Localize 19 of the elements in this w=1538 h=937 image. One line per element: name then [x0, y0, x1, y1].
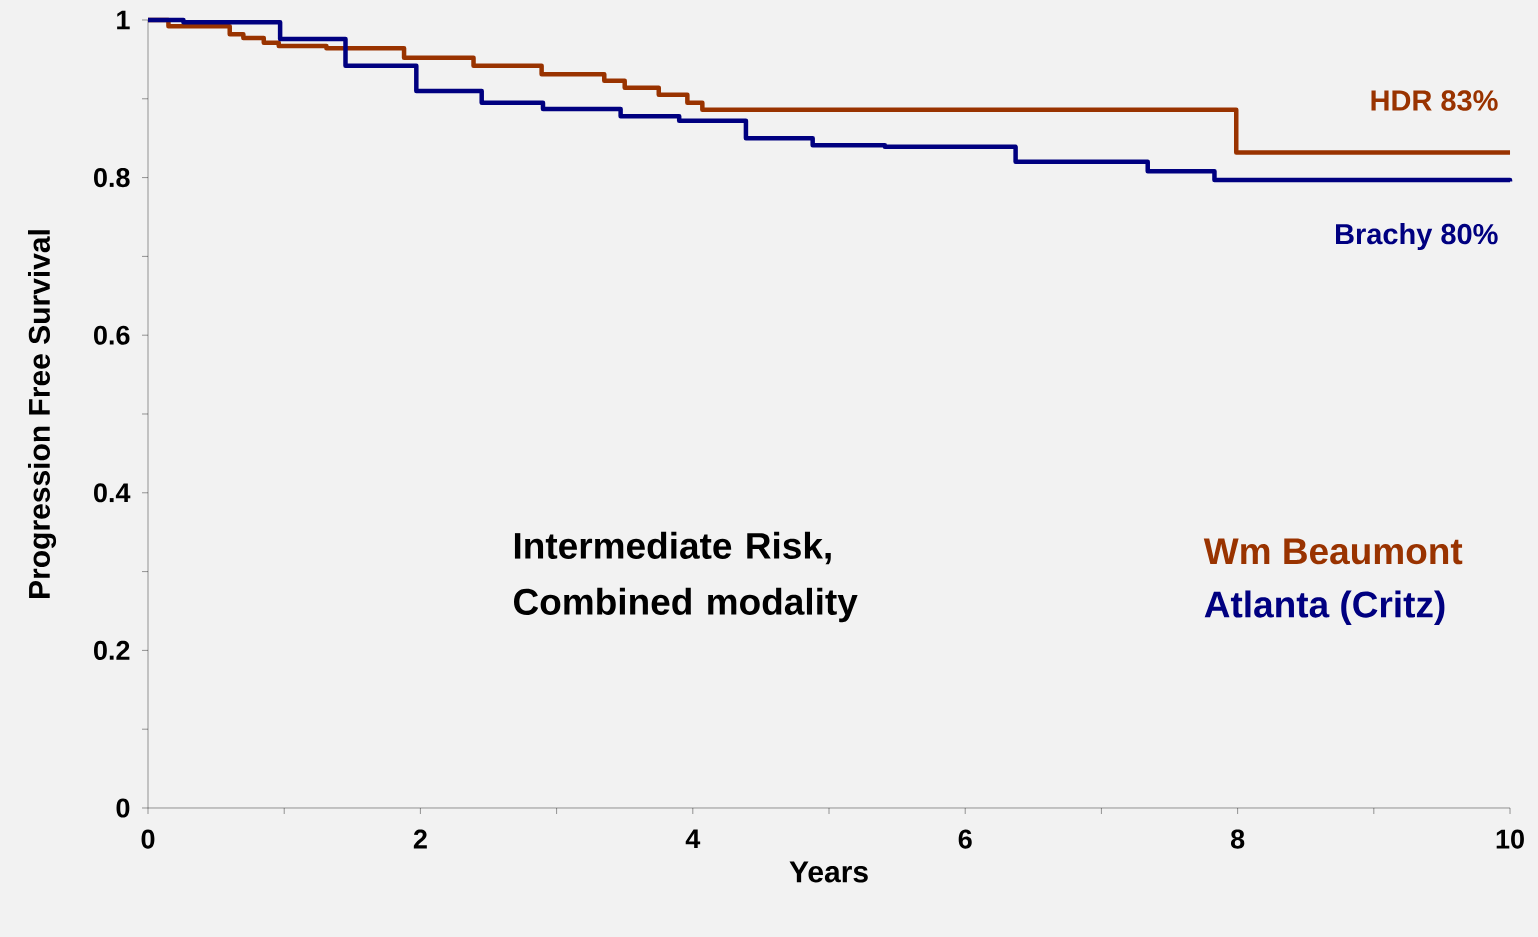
y-tick-label: 1	[117, 10, 130, 30]
y-axis-title: Progression Free Survival	[27, 230, 57, 598]
text: Wm Beaumont	[1203, 538, 1463, 565]
x-axis-title: Years	[789, 861, 868, 883]
annotation: Intermediate Risk, Combined modality	[513, 531, 858, 623]
annotation: Brachy 80%	[1336, 223, 1498, 251]
y-tick-label: 0	[116, 798, 130, 818]
x-tick-label: 2	[413, 829, 427, 849]
text: Atlanta (Critz)	[1204, 590, 1445, 625]
x-tick-label: 8	[1230, 829, 1245, 849]
y-tick-label: 0.4	[94, 483, 131, 503]
y-tick-label: 0.8	[94, 168, 130, 188]
x-tick-label: 10	[1496, 829, 1524, 849]
y-tick-label: 0.2	[94, 640, 130, 660]
x-tick-label: 6	[958, 829, 972, 849]
x-tick-label: 0	[141, 829, 155, 849]
y-tick-label: 0.6	[94, 325, 130, 345]
x-tick-label: 4	[685, 829, 701, 849]
annotation: HDR 83%	[1371, 90, 1498, 111]
